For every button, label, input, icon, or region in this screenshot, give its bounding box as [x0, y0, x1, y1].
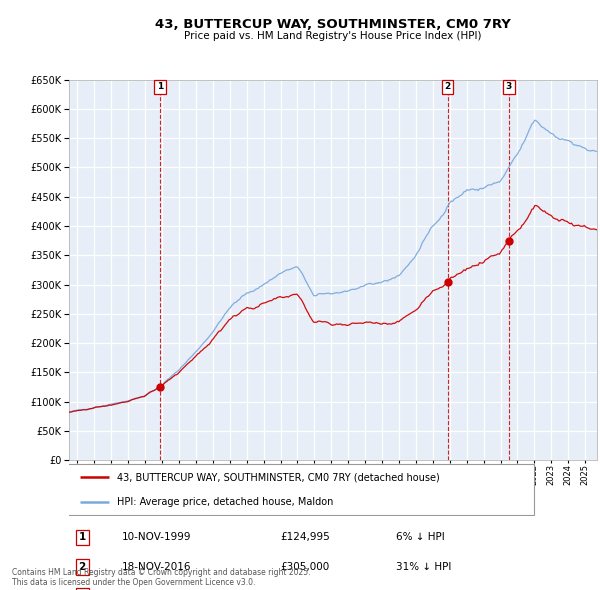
- FancyBboxPatch shape: [64, 464, 533, 515]
- Text: £305,000: £305,000: [280, 562, 329, 572]
- Text: This data is licensed under the Open Government Licence v3.0.: This data is licensed under the Open Gov…: [12, 578, 256, 587]
- Text: Price paid vs. HM Land Registry's House Price Index (HPI): Price paid vs. HM Land Registry's House …: [184, 31, 482, 41]
- Text: 2: 2: [445, 82, 451, 91]
- Text: 31% ↓ HPI: 31% ↓ HPI: [397, 562, 452, 572]
- Text: HPI: Average price, detached house, Maldon: HPI: Average price, detached house, Mald…: [116, 497, 333, 507]
- Text: 6% ↓ HPI: 6% ↓ HPI: [397, 532, 445, 542]
- Text: 2: 2: [79, 562, 86, 572]
- Text: £124,995: £124,995: [280, 532, 330, 542]
- Text: 10-NOV-1999: 10-NOV-1999: [122, 532, 191, 542]
- Text: 18-NOV-2016: 18-NOV-2016: [122, 562, 191, 572]
- Text: 43, BUTTERCUP WAY, SOUTHMINSTER, CM0 7RY (detached house): 43, BUTTERCUP WAY, SOUTHMINSTER, CM0 7RY…: [116, 473, 439, 483]
- Text: Contains HM Land Registry data © Crown copyright and database right 2025.: Contains HM Land Registry data © Crown c…: [12, 568, 311, 577]
- Text: 1: 1: [79, 532, 86, 542]
- Text: 3: 3: [506, 82, 512, 91]
- Text: 43, BUTTERCUP WAY, SOUTHMINSTER, CM0 7RY: 43, BUTTERCUP WAY, SOUTHMINSTER, CM0 7RY: [155, 18, 511, 31]
- Text: 1: 1: [157, 82, 163, 91]
